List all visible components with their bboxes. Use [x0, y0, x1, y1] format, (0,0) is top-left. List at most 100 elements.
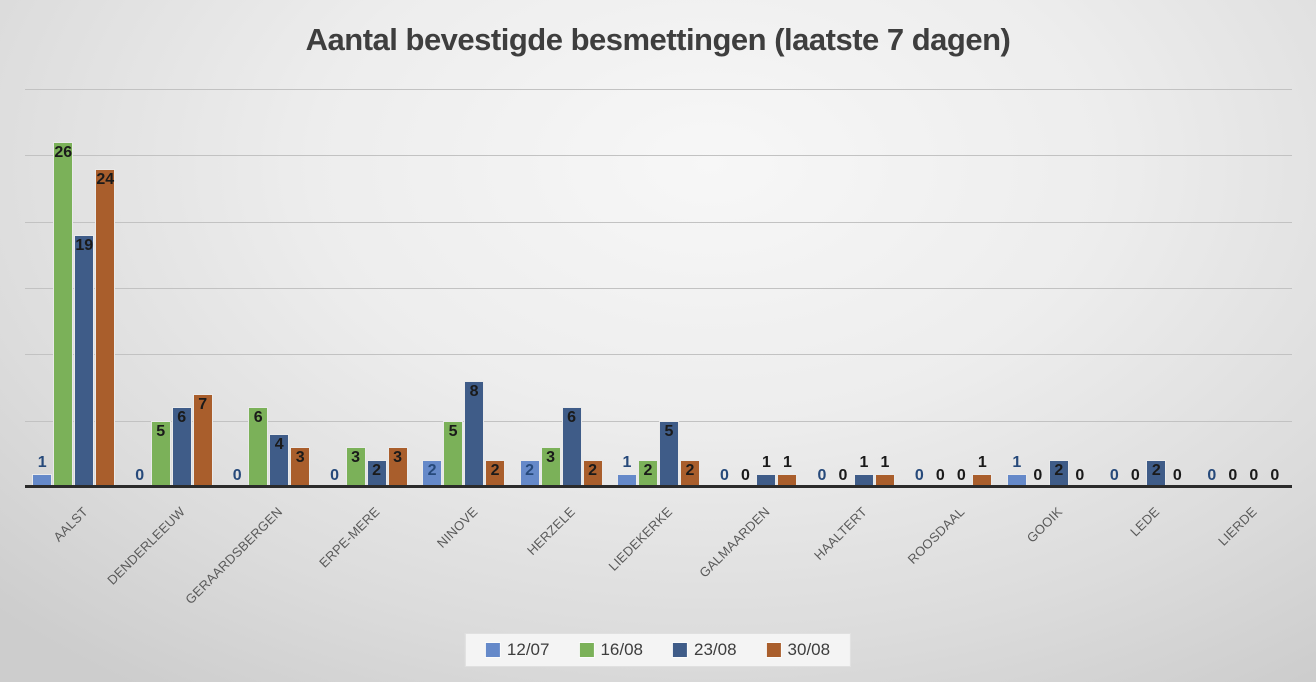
x-category-label-text: GOOIK: [1023, 504, 1065, 546]
data-label: 5: [448, 422, 458, 440]
bar-23/08-haaltert: [853, 473, 874, 487]
x-category-label-text: NINOVE: [433, 504, 481, 551]
legend-label: 30/08: [787, 640, 831, 659]
legend-swatch-23-08: [673, 643, 687, 657]
data-label: 1: [783, 453, 792, 471]
data-label: 19: [75, 236, 94, 254]
bar-16/08-geraardsbergen: [248, 407, 269, 487]
data-label: 0: [935, 467, 945, 484]
x-category-label: GALMAARDEN: [0, 503, 772, 580]
legend-item-23-08: 23/08: [673, 640, 737, 660]
bar-12/07-liedekerke: [617, 473, 637, 487]
bar-30/08-liedekerke: [680, 460, 700, 487]
bar-16/08-ninove: [443, 420, 464, 487]
bar-16/08-herzele: [540, 447, 561, 487]
data-label: 0: [956, 467, 966, 484]
data-label: 0: [838, 467, 848, 484]
x-category-label: HAALTERT: [0, 503, 870, 563]
bar-23/08-herzele: [561, 407, 582, 487]
x-category-label-text: GALMAARDEN: [696, 504, 773, 581]
data-label: 0: [1130, 467, 1140, 484]
data-label: 0: [1270, 467, 1280, 484]
data-label: 2: [1054, 462, 1064, 480]
bar-30/08-herzele: [582, 460, 603, 487]
bar-16/08-denderleeuw: [150, 420, 171, 487]
x-category-label: LIEDEKERKE: [0, 503, 675, 574]
bar-12/07-aalst: [32, 473, 53, 487]
data-label: 0: [1033, 467, 1043, 484]
data-label: 0: [720, 467, 729, 484]
bar-23/08-gooik: [1048, 460, 1069, 487]
data-label: 0: [1249, 467, 1259, 484]
bar-23/08-erpe-mere: [366, 460, 387, 487]
data-label: 0: [1172, 467, 1182, 484]
data-label: 1: [859, 453, 869, 471]
data-label: 8: [469, 382, 479, 400]
data-label: 2: [372, 462, 382, 480]
x-category-label-text: LIEDEKERKE: [605, 504, 676, 574]
data-label: 5: [156, 422, 166, 440]
bar-30/08-erpe-mere: [387, 447, 408, 487]
x-category-label: NINOVE: [0, 503, 480, 551]
data-label: 2: [427, 462, 437, 480]
data-label: 0: [1075, 467, 1085, 484]
legend-item-16-08: 16/08: [579, 640, 643, 660]
x-category-label-text: ROOSDAAL: [904, 504, 968, 567]
data-label: 0: [232, 467, 242, 484]
data-label: 1: [1012, 453, 1022, 471]
data-label: 1: [622, 453, 632, 471]
data-label: 2: [525, 462, 534, 480]
x-category-label-text: HERZELE: [523, 504, 578, 559]
gridline: [25, 420, 1292, 422]
chart-title: Aantal bevestigde besmettingen (laatste …: [305, 22, 1011, 57]
data-label: 2: [588, 462, 597, 480]
data-label: 6: [253, 409, 263, 427]
x-category-label-text: HAALTERT: [811, 504, 871, 563]
data-label: 2: [643, 462, 653, 480]
data-label: 1: [880, 453, 890, 471]
legend-label: 12/07: [506, 640, 550, 659]
bar-12/07-ninove: [422, 460, 443, 487]
bar-23/08-liedekerke: [659, 420, 679, 487]
x-category-label: GERAARDSBERGEN: [0, 503, 285, 607]
bar-16/08-erpe-mere: [345, 447, 366, 487]
bar-23/08-denderleeuw: [171, 407, 192, 487]
data-label: 4: [274, 435, 284, 453]
data-label: 0: [330, 467, 340, 484]
data-label: 1: [977, 453, 987, 471]
bar-30/08-aalst: [95, 168, 116, 487]
x-category-label: AALST: [0, 503, 90, 544]
data-label: 6: [177, 409, 187, 427]
x-category-label-text: LIERDE: [1215, 504, 1260, 549]
x-category-label-text: DENDERLEEUW: [104, 504, 188, 588]
data-label: 3: [546, 449, 555, 467]
data-label: 3: [393, 449, 403, 467]
data-label: 0: [135, 467, 145, 484]
x-axis-line: [25, 485, 1292, 488]
data-label: 2: [685, 462, 695, 480]
data-label: 1: [37, 453, 47, 471]
x-category-label-text: LEDE: [1127, 504, 1163, 540]
data-label: 24: [96, 170, 115, 188]
x-category-label-text: ERPE-MERE: [316, 504, 383, 571]
data-label: 1: [762, 453, 771, 471]
bar-30/08-geraardsbergen: [290, 447, 311, 487]
x-category-label-text: GERAARDSBERGEN: [182, 504, 286, 608]
bar-12/07-gooik: [1006, 473, 1027, 487]
bar-30/08-denderleeuw: [192, 394, 213, 487]
data-label: 5: [664, 422, 674, 440]
gridline: [25, 221, 1292, 223]
bar-16/08-liedekerke: [638, 460, 658, 487]
legend-label: 23/08: [694, 640, 737, 659]
x-category-label: HERZELE: [0, 503, 578, 558]
data-label: 7: [198, 396, 208, 414]
x-category-label: DENDERLEEUW: [0, 503, 188, 588]
x-category-label-text: AALST: [49, 504, 91, 545]
gridline: [25, 288, 1292, 289]
bar-23/08-geraardsbergen: [269, 433, 290, 487]
bar-30/08-haaltert: [874, 473, 895, 487]
data-label: 6: [567, 409, 576, 427]
data-label: 0: [1207, 467, 1217, 484]
gridline: [25, 89, 1292, 90]
